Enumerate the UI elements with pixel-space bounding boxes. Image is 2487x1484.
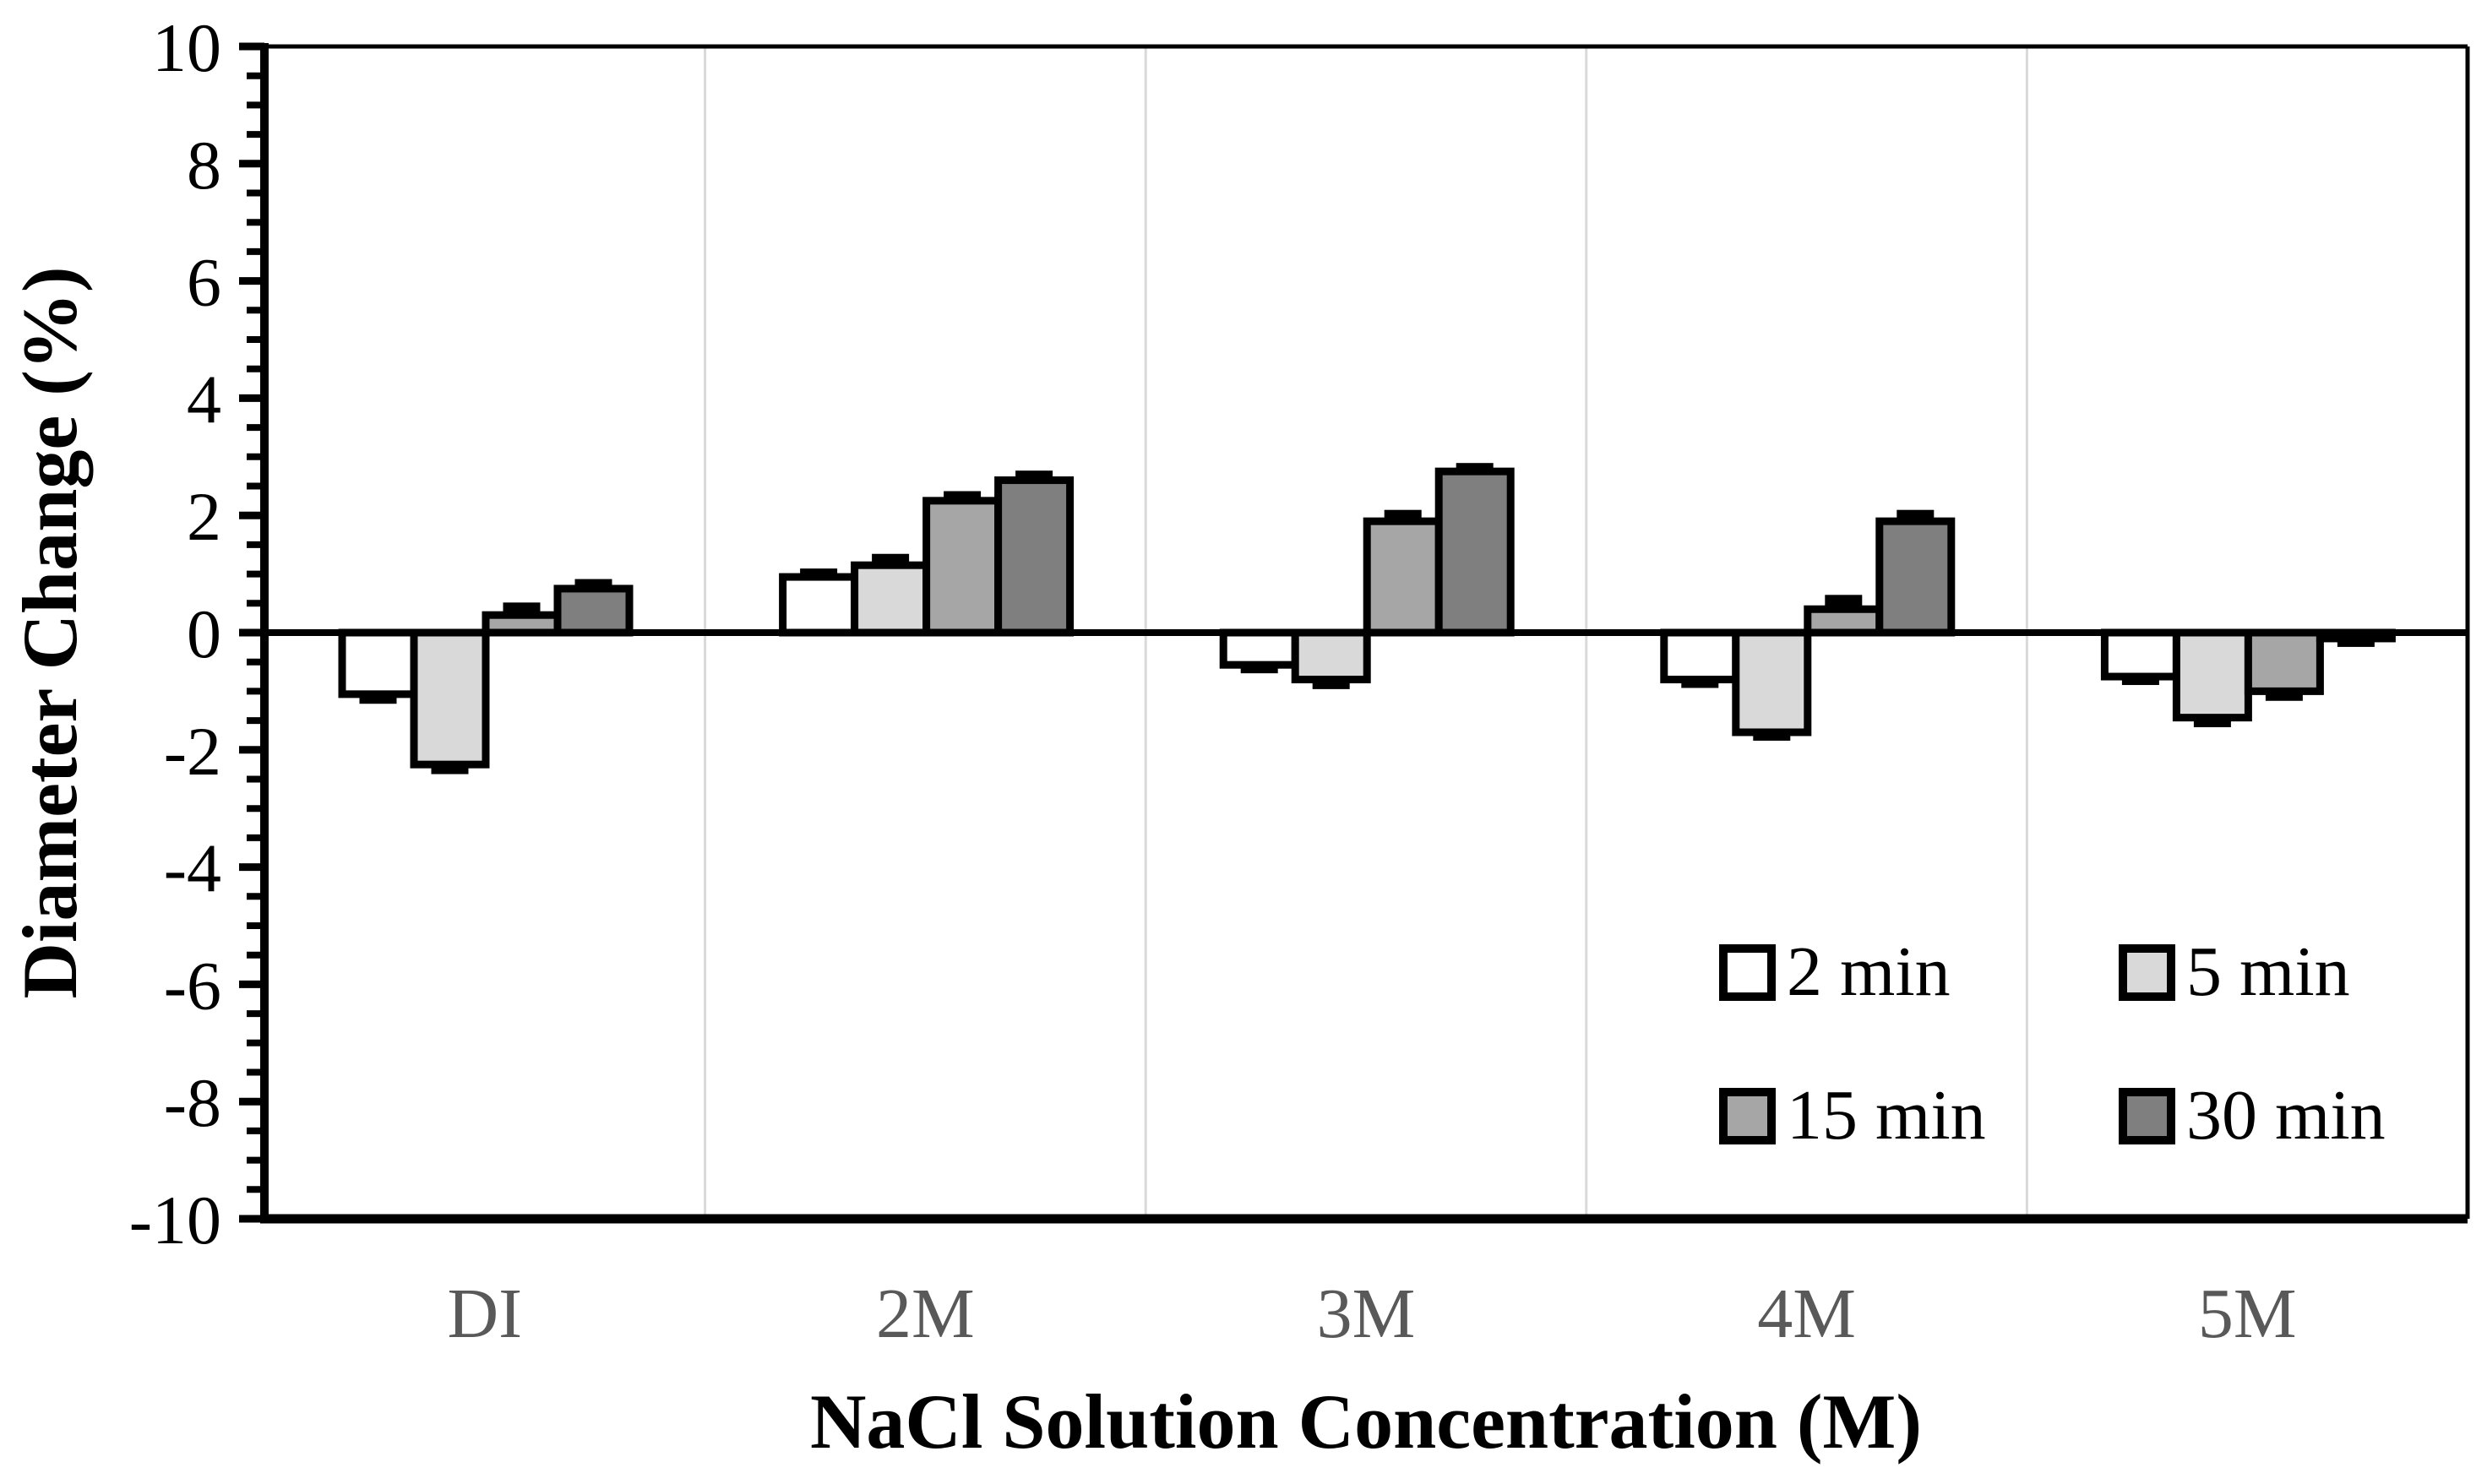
x-axis-title: NaCl Solution Concentration (M) xyxy=(810,1378,1922,1465)
legend-label-30min: 30 min xyxy=(2186,1076,2386,1155)
error-bar-cap xyxy=(872,553,910,565)
error-bar-cap xyxy=(1825,595,1863,606)
error-bar-cap xyxy=(944,491,982,503)
x-category-label: 3M xyxy=(1317,1275,1416,1353)
y-tick-label: 2 xyxy=(187,478,221,555)
legend-label-5min: 5 min xyxy=(2186,932,2350,1011)
error-bar-cap xyxy=(1015,470,1053,482)
legend-swatch-30min xyxy=(2119,1088,2175,1144)
legend-swatch-5min xyxy=(2119,944,2175,1001)
error-bar-cap xyxy=(431,763,469,775)
y-tick-label: 4 xyxy=(187,361,221,438)
error-bar-cap xyxy=(2265,689,2303,701)
bar-3M-2min xyxy=(1219,628,1299,669)
y-tick-label: -4 xyxy=(164,830,221,907)
bar-4M-2min xyxy=(1660,628,1740,684)
y-axis-title: Diameter Change (%) xyxy=(7,267,93,999)
error-bar-cap xyxy=(2121,674,2159,686)
error-bar-cap xyxy=(2337,635,2375,647)
error-bar-cap xyxy=(503,602,541,614)
bars-layer xyxy=(338,463,2396,775)
bar-DI-30min xyxy=(553,584,634,637)
y-tick-label: -8 xyxy=(164,1064,221,1141)
bar-2M-30min xyxy=(994,476,1075,637)
tick-label-layer: 10 8 6 4 2 0 -2 -4 -6 -8 -10 DI 2M 3M 4M 5M xyxy=(129,9,2297,1353)
y-tick-label: -2 xyxy=(164,713,221,790)
y-tick-label: 10 xyxy=(152,9,221,86)
y-tick-label: -10 xyxy=(129,1182,221,1258)
bar-5M-2min xyxy=(2100,628,2180,681)
bar-3M-30min xyxy=(1434,467,1515,637)
legend-label-15min: 15 min xyxy=(1787,1076,1986,1155)
error-bar-cap xyxy=(1897,509,1935,521)
legend: 2 min 5 min 15 min 30 min xyxy=(1719,932,2386,1155)
error-bar-cap xyxy=(359,693,397,704)
x-category-label: 4M xyxy=(1757,1275,1856,1353)
x-category-label: 5M xyxy=(2198,1275,2297,1353)
y-tick-label: 6 xyxy=(187,244,221,321)
error-bar-cap xyxy=(1753,729,1791,741)
bar-5M-5min xyxy=(2172,628,2252,722)
axes-layer xyxy=(239,42,2470,1224)
bar-4M-15min xyxy=(1804,605,1884,637)
x-category-label: DI xyxy=(447,1275,522,1353)
bar-5M-15min xyxy=(2244,628,2324,695)
error-bar-cap xyxy=(1384,509,1422,521)
bar-4M-30min xyxy=(1875,517,1956,637)
error-bar-cap xyxy=(574,579,612,590)
bar-2M-2min xyxy=(779,573,859,637)
y-tick-label: 8 xyxy=(187,127,221,204)
error-bar-cap xyxy=(1456,463,1494,475)
bar-3M-5min xyxy=(1291,628,1371,684)
bar-DI-5min xyxy=(410,628,490,769)
error-bar-cap xyxy=(2193,715,2231,727)
y-tick-label: 0 xyxy=(187,595,221,672)
error-bar-cap xyxy=(1312,677,1350,689)
bar-3M-15min xyxy=(1363,517,1443,637)
bar-DI-2min xyxy=(338,628,418,699)
error-bar-cap xyxy=(1240,662,1278,674)
y-tick-label: -6 xyxy=(164,947,221,1024)
bar-2M-5min xyxy=(851,561,931,637)
legend-swatch-15min xyxy=(1719,1088,1776,1144)
error-bar-cap xyxy=(800,568,838,580)
x-category-label: 2M xyxy=(876,1275,975,1353)
legend-swatch-2min xyxy=(1719,944,1776,1001)
legend-label-2min: 2 min xyxy=(1787,932,1951,1011)
bar-4M-5min xyxy=(1732,628,1812,737)
bar-2M-15min xyxy=(922,497,1003,637)
error-bar-cap xyxy=(1681,677,1719,688)
